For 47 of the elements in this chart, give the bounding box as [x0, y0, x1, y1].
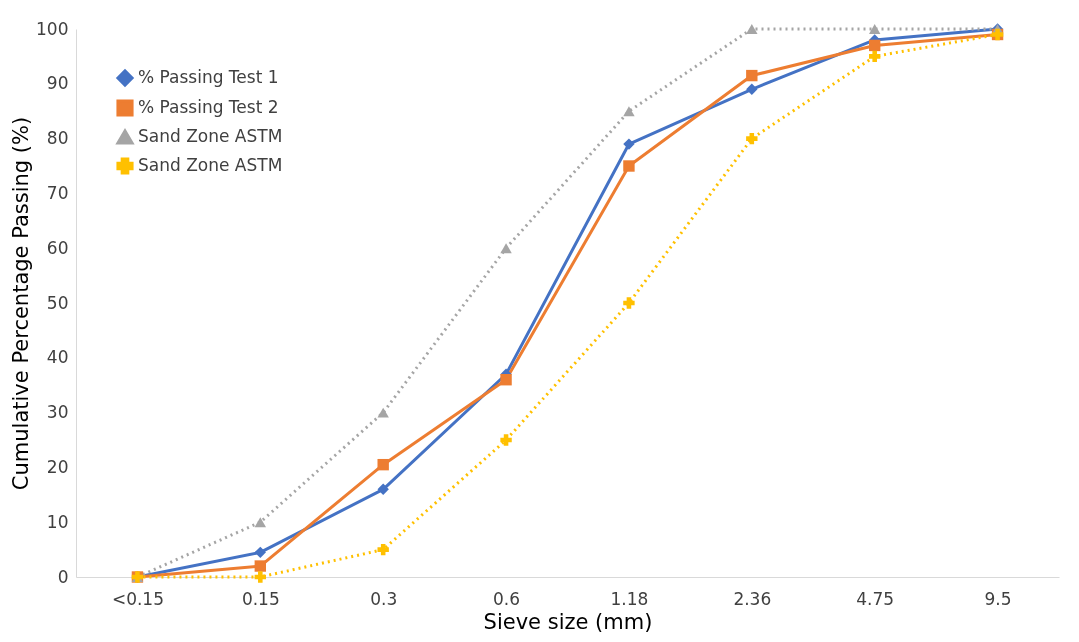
- point: [746, 69, 758, 82]
- y-tick-label: 0: [57, 566, 69, 587]
- x-tick-label: 0.3: [370, 588, 398, 609]
- y-tick-label: 90: [46, 73, 69, 94]
- y-tick-label: 80: [46, 128, 69, 149]
- x-tick-label: <0.15: [111, 588, 164, 609]
- y-tick-label: 70: [46, 182, 69, 203]
- point: [868, 50, 881, 63]
- y-tick-label: 10: [46, 511, 69, 532]
- y-axis-title: Cumulative Percentage Passing (%): [9, 116, 34, 491]
- x-tick-label: 4.75: [856, 588, 895, 609]
- y-tick-label: 30: [46, 402, 69, 423]
- point: [377, 483, 389, 496]
- point: [254, 560, 267, 572]
- y-tick-label: 50: [46, 292, 69, 313]
- point: [500, 434, 512, 446]
- point: [623, 138, 635, 150]
- point: [377, 407, 389, 418]
- y-tick-label: 100: [36, 18, 69, 39]
- point: [746, 83, 758, 95]
- point: [500, 243, 512, 254]
- point: [746, 24, 758, 34]
- legend-label: Sand Zone ASTM: [138, 155, 283, 175]
- x-tick-label: 9.5: [984, 588, 1012, 609]
- point: [500, 374, 512, 386]
- point: [377, 543, 389, 556]
- x-tick-label: 0.6: [493, 588, 521, 609]
- x-tick-label: 0.15: [241, 588, 280, 609]
- point: [254, 517, 267, 528]
- point: [868, 39, 881, 52]
- point: [254, 546, 267, 559]
- legend-label: % Passing Test 2: [138, 97, 279, 117]
- y-tick-label: 40: [46, 347, 69, 368]
- point: [868, 24, 881, 34]
- y-tick-label: 60: [46, 237, 69, 258]
- point: [746, 132, 758, 145]
- point: [254, 571, 267, 583]
- x-tick-label: 1.18: [610, 588, 649, 609]
- point: [377, 458, 389, 471]
- point: [623, 160, 635, 172]
- y-tick-label: 20: [46, 456, 69, 477]
- legend-label: Sand Zone ASTM: [138, 126, 283, 146]
- point: [623, 297, 635, 309]
- x-axis-title: Sieve size (mm): [483, 609, 653, 634]
- legend-label: % Passing Test 1: [138, 67, 279, 87]
- point: [623, 106, 635, 117]
- x-tick-label: 2.36: [733, 588, 772, 609]
